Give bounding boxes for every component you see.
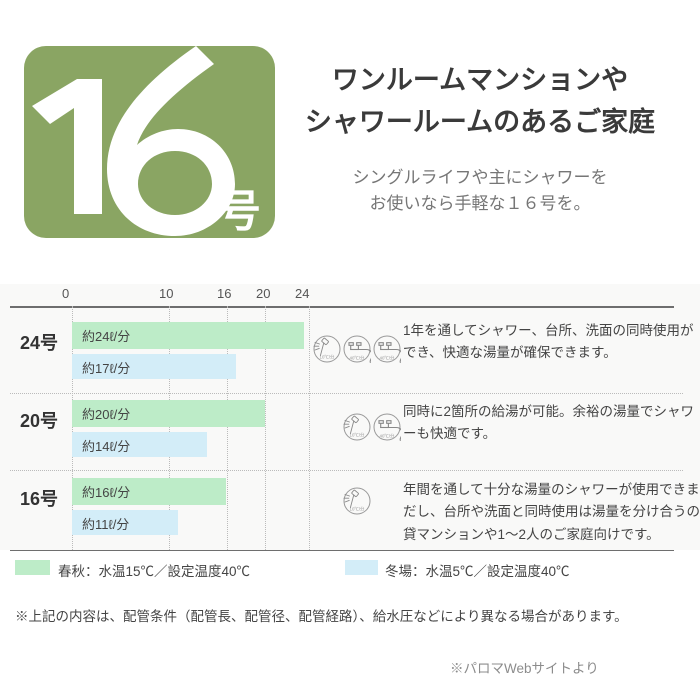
svg-text:40℃/分: 40℃/分 [350,355,365,362]
svg-text:10℃/分: 10℃/分 [350,432,365,439]
svg-text:10℃/分: 10℃/分 [320,354,335,361]
svg-text:10℃/分: 10℃/分 [350,506,365,513]
svg-text:40℃/分: 40℃/分 [380,433,395,440]
svg-text:40℃/分: 40℃/分 [380,355,395,362]
